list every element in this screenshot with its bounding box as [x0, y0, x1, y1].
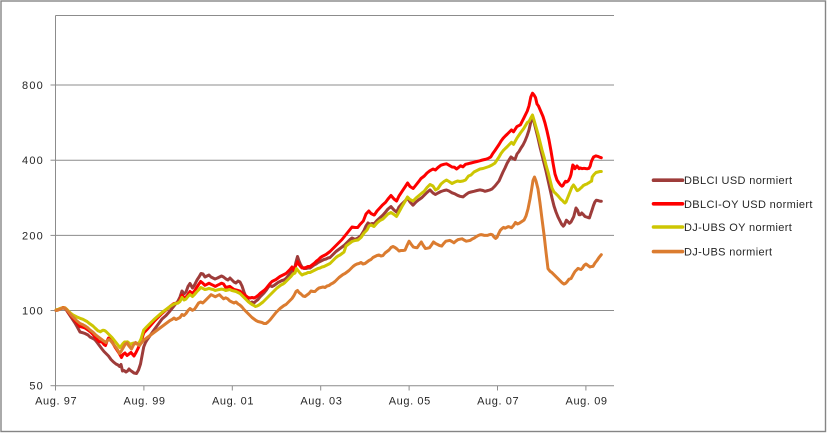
svg-text:50: 50 — [29, 381, 44, 393]
svg-text:100: 100 — [22, 306, 44, 318]
svg-text:DJ-UBS normiert: DJ-UBS normiert — [684, 247, 772, 259]
svg-text:DJ-UBS OY normiert: DJ-UBS OY normiert — [684, 222, 792, 234]
svg-text:200: 200 — [22, 230, 44, 242]
svg-text:Aug. 09: Aug. 09 — [566, 396, 608, 408]
svg-text:Aug. 97: Aug. 97 — [35, 396, 77, 408]
svg-text:Aug. 01: Aug. 01 — [212, 396, 254, 408]
svg-text:DBLCI-OY USD normiert: DBLCI-OY USD normiert — [684, 199, 813, 211]
svg-text:DBLCI USD normiert: DBLCI USD normiert — [684, 175, 792, 187]
svg-text:Aug. 03: Aug. 03 — [300, 396, 342, 408]
svg-text:800: 800 — [22, 80, 44, 92]
svg-text:Aug. 07: Aug. 07 — [477, 396, 519, 408]
svg-text:Aug. 05: Aug. 05 — [389, 396, 431, 408]
svg-text:400: 400 — [22, 155, 44, 167]
svg-text:Aug. 99: Aug. 99 — [124, 396, 166, 408]
